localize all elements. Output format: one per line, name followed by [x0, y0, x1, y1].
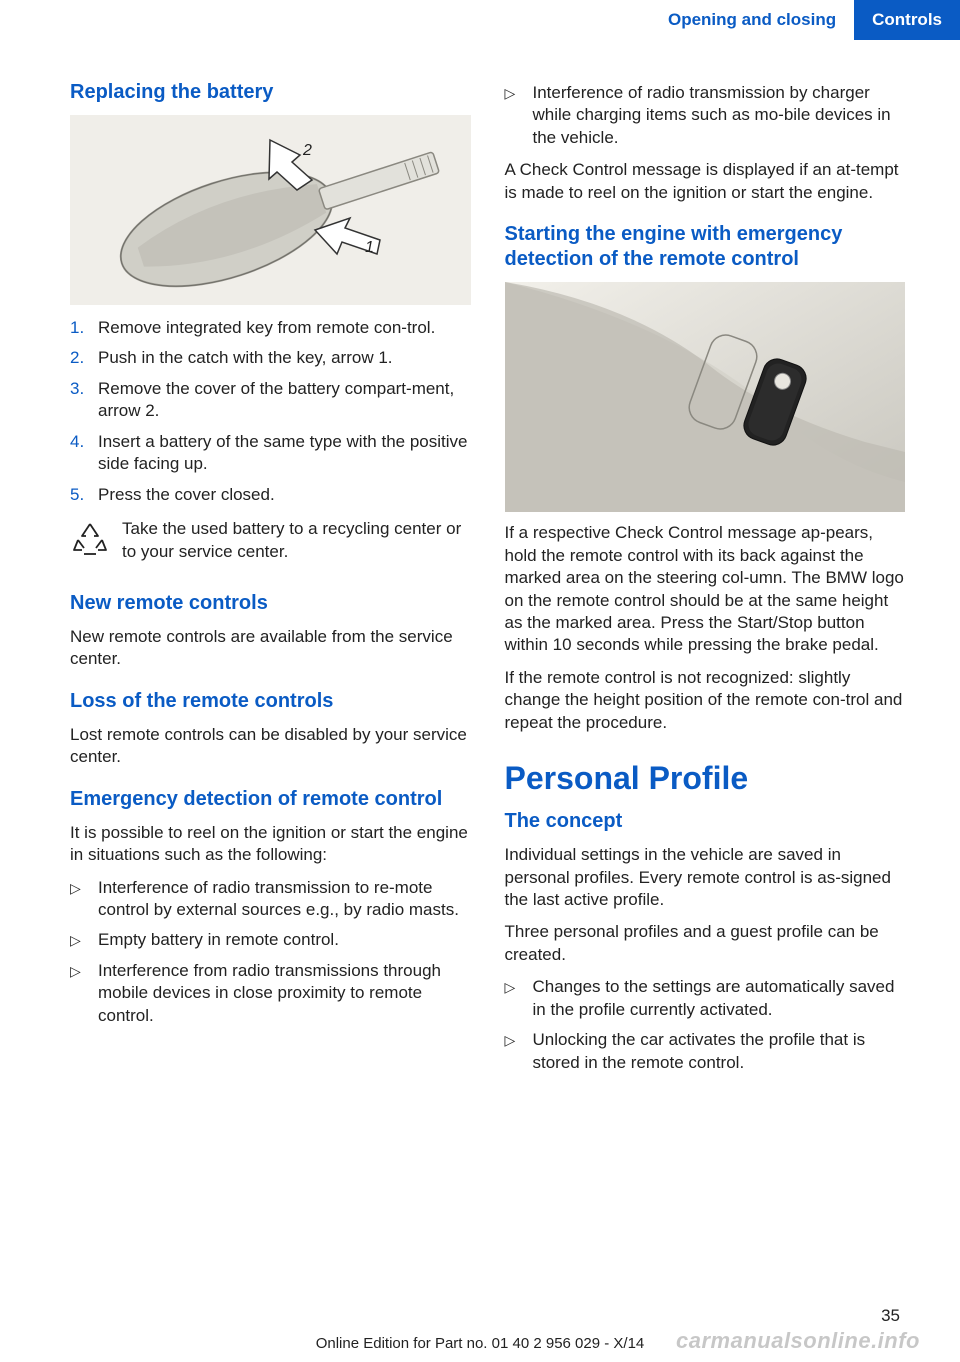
concept-list: ▷Changes to the settings are automatical… — [505, 976, 906, 1074]
recycle-icon — [70, 520, 110, 560]
heading-starting-emergency: Starting the engine with emergency detec… — [505, 222, 906, 272]
arrow-2-label: 2 — [302, 142, 312, 159]
emerg-item-4: ▷Interference of radio transmission by c… — [505, 82, 906, 149]
concept-item-1-text: Changes to the settings are automaticall… — [533, 976, 906, 1021]
step-3-num: 3. — [70, 378, 98, 423]
key-illustration-svg: 1 2 — [75, 120, 465, 300]
left-column: Replacing the battery — [70, 80, 471, 1084]
step-4-text: Insert a battery of the same type with t… — [98, 431, 471, 476]
recycle-note-text: Take the used battery to a recycling cen… — [122, 518, 471, 563]
bullet-marker: ▷ — [70, 877, 98, 922]
steering-column-svg — [505, 282, 905, 512]
concept-item-2-text: Unlocking the car activates the profile … — [533, 1029, 906, 1074]
emerg-item-1-text: Interference of radio transmission to re… — [98, 877, 471, 922]
battery-steps-list: 1.Remove integrated key from remote con‐… — [70, 317, 471, 506]
step-2-text: Push in the catch with the key, arrow 1. — [98, 347, 393, 369]
para-concept-1: Individual settings in the vehicle are s… — [505, 844, 906, 911]
right-column: ▷Interference of radio transmission by c… — [505, 80, 906, 1084]
header-breadcrumb: Opening and closing — [650, 0, 854, 40]
bullet-marker: ▷ — [70, 929, 98, 951]
heading-personal-profile: Personal Profile — [505, 760, 906, 797]
emerg-item-2: ▷Empty battery in remote control. — [70, 929, 471, 951]
emerg-item-4-text: Interference of radio transmission by ch… — [533, 82, 906, 149]
step-3: 3.Remove the cover of the battery compar… — [70, 378, 471, 423]
figure-steering-column — [505, 282, 906, 512]
emerg-item-2-text: Empty battery in remote control. — [98, 929, 339, 951]
para-start-2: If the remote control is not recognized:… — [505, 667, 906, 734]
emerg-item-1: ▷Interference of radio transmission to r… — [70, 877, 471, 922]
step-1: 1.Remove integrated key from remote con‐… — [70, 317, 471, 339]
para-emergency-intro: It is possible to reel on the ignition o… — [70, 822, 471, 867]
header-bar: Opening and closing Controls — [0, 0, 960, 40]
recycle-note: Take the used battery to a recycling cen… — [70, 518, 471, 573]
page-number: 35 — [881, 1306, 900, 1326]
emergency-list-cont: ▷Interference of radio transmission by c… — [505, 82, 906, 149]
step-2-num: 2. — [70, 347, 98, 369]
heading-loss-remote: Loss of the remote controls — [70, 689, 471, 714]
para-loss-remote: Lost remote controls can be disabled by … — [70, 724, 471, 769]
para-new-remote: New remote controls are available from t… — [70, 626, 471, 671]
bullet-marker: ▷ — [70, 960, 98, 1027]
step-2: 2.Push in the catch with the key, arrow … — [70, 347, 471, 369]
para-start-1: If a respective Check Control message ap… — [505, 522, 906, 657]
concept-item-2: ▷Unlocking the car activates the profile… — [505, 1029, 906, 1074]
watermark: carmanualsonline.info — [676, 1328, 920, 1354]
bullet-marker: ▷ — [505, 1029, 533, 1074]
step-4-num: 4. — [70, 431, 98, 476]
step-5-text: Press the cover closed. — [98, 484, 275, 506]
arrow-1-label: 1 — [365, 239, 374, 256]
para-concept-2: Three personal profiles and a guest prof… — [505, 921, 906, 966]
emergency-list: ▷Interference of radio transmission to r… — [70, 877, 471, 1028]
bullet-marker: ▷ — [505, 976, 533, 1021]
heading-replacing-battery: Replacing the battery — [70, 80, 471, 105]
bullet-marker: ▷ — [505, 82, 533, 149]
heading-emergency-detection: Emergency detection of remote control — [70, 787, 471, 812]
heading-new-remote: New remote controls — [70, 591, 471, 616]
concept-item-1: ▷Changes to the settings are automatical… — [505, 976, 906, 1021]
heading-concept: The concept — [505, 809, 906, 834]
page-content: Replacing the battery — [0, 40, 960, 1084]
step-4: 4.Insert a battery of the same type with… — [70, 431, 471, 476]
emerg-item-3: ▷Interference from radio transmissions t… — [70, 960, 471, 1027]
step-5: 5.Press the cover closed. — [70, 484, 471, 506]
figure-key-battery: 1 2 — [70, 115, 471, 305]
step-5-num: 5. — [70, 484, 98, 506]
step-1-num: 1. — [70, 317, 98, 339]
step-3-text: Remove the cover of the battery compart‐… — [98, 378, 471, 423]
step-1-text: Remove integrated key from remote con‐tr… — [98, 317, 435, 339]
header-section: Controls — [854, 0, 960, 40]
emerg-item-3-text: Interference from radio transmissions th… — [98, 960, 471, 1027]
para-check-control: A Check Control message is displayed if … — [505, 159, 906, 204]
